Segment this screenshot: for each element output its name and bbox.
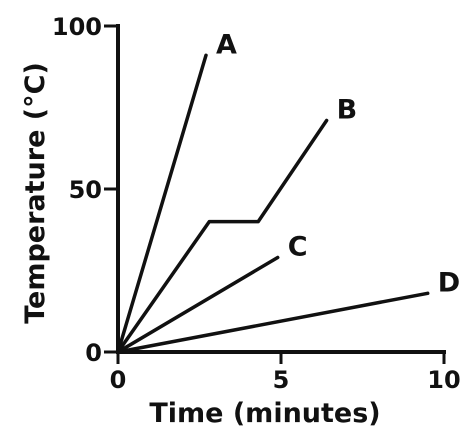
y-tick-label: 0 [85,339,102,367]
series-label-b: B [337,95,358,126]
x-axis-title: Time (minutes) [149,398,380,429]
y-tick-label: 100 [52,13,102,41]
series-line-c [116,255,280,354]
series-line-a [116,53,208,354]
y-tick-label: 50 [69,176,102,204]
series-label-d: D [438,267,460,298]
x-tick-label: 5 [273,366,290,394]
series-line-b [116,118,329,354]
x-tick-label: 10 [427,366,460,394]
x-tick-label: 0 [110,366,127,394]
series-label-c: C [288,231,308,262]
series-line-d [116,291,430,354]
series-label-a: A [216,29,237,60]
series-layer: A B C D [116,29,460,354]
y-axis-title: Temperature (°C) [20,62,51,324]
